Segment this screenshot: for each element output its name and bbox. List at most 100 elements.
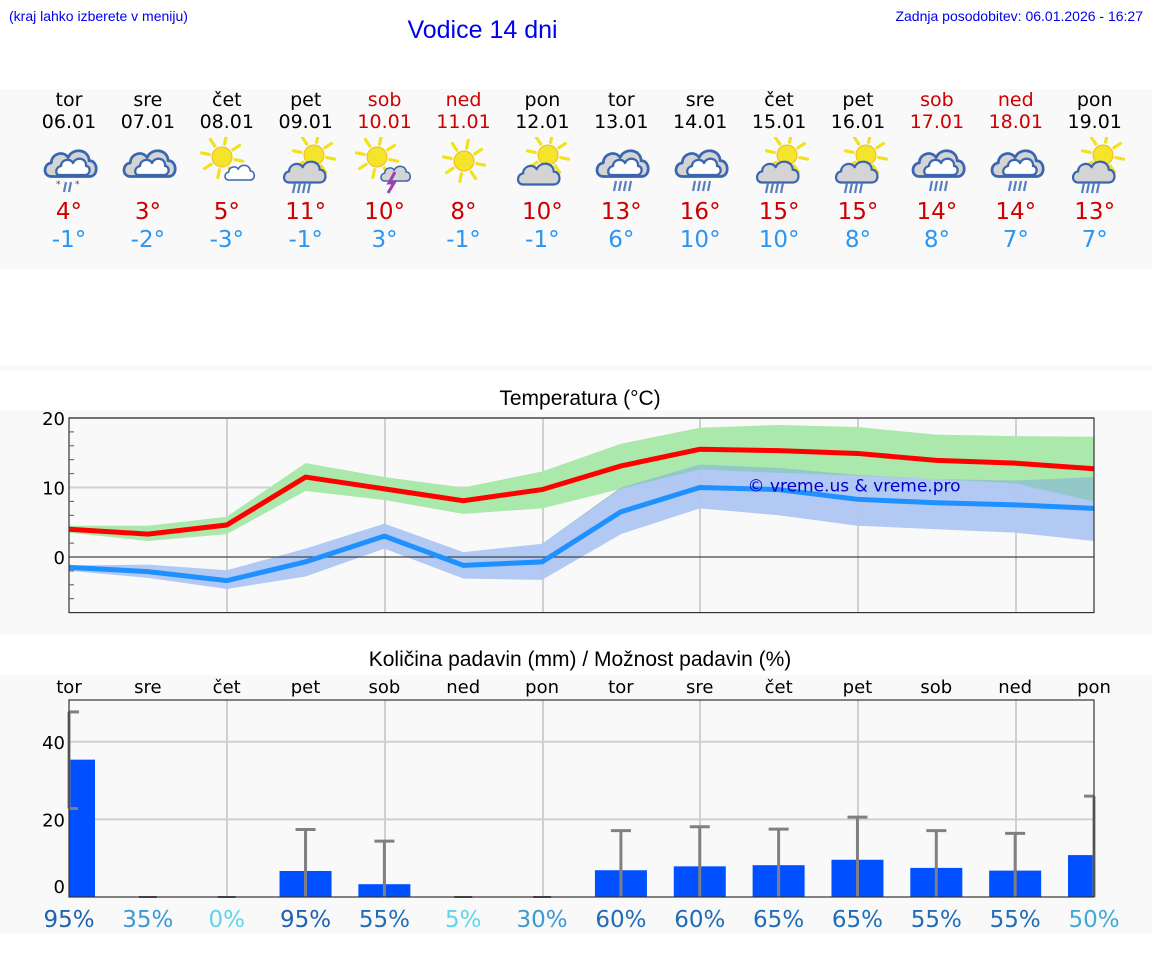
day-date: 12.01 <box>515 111 570 133</box>
svg-text:pon: pon <box>525 677 559 698</box>
min-temperature: 3° <box>371 227 398 253</box>
svg-text:pet: pet <box>843 677 873 698</box>
day-forecast: sre 07.01 3° -2° <box>108 89 187 254</box>
max-temperature: 13° <box>600 199 642 225</box>
day-name: pet <box>290 89 322 111</box>
day-date: 19.01 <box>1067 111 1122 133</box>
day-name: čet <box>764 89 794 111</box>
max-temperature: 10° <box>522 199 563 225</box>
day-date: 07.01 <box>120 111 176 133</box>
day-name: pon <box>1076 89 1113 111</box>
overcast-rain-icon <box>986 137 1046 195</box>
svg-text:60%: 60% <box>595 907 646 933</box>
max-temperature: 5° <box>213 199 240 225</box>
day-name: tor <box>55 89 83 111</box>
svg-text:35%: 35% <box>122 907 173 933</box>
max-temperature: 13° <box>1074 199 1116 225</box>
svg-text:55%: 55% <box>359 907 410 933</box>
day-date: 14.01 <box>672 111 728 133</box>
max-temperature: 15° <box>758 199 800 225</box>
min-temperature: 6° <box>608 227 635 253</box>
svg-text:pon: pon <box>1077 677 1111 698</box>
cloudy-rain-snow-icon: * * <box>39 137 99 195</box>
day-name: ned <box>997 89 1034 111</box>
min-temperature: -1° <box>525 227 560 253</box>
min-temperature: 10° <box>758 227 800 253</box>
max-temperature: 15° <box>837 199 879 225</box>
page-title: Vodice 14 dni <box>407 16 558 44</box>
day-forecast: tor 06.01 * * 4° -1° <box>30 89 109 254</box>
daily-forecast-strip: tor 06.01 * * 4° -1° sre 07.01 3° -2° čet 08.01 5° -3… <box>0 89 1152 269</box>
svg-text:sre: sre <box>134 677 161 698</box>
min-temperature: 10° <box>679 227 721 253</box>
sun-cloud-rain-icon <box>276 132 336 195</box>
day-name: ned <box>445 89 482 111</box>
max-temperature: 10° <box>364 199 405 225</box>
day-name: sre <box>133 89 163 111</box>
min-temperature: 7° <box>1002 227 1029 253</box>
svg-text:65%: 65% <box>832 907 883 933</box>
max-temperature: 8° <box>450 199 477 225</box>
last-update-timestamp: Zadnja posodobitev: 06.01.2026 - 16:27 <box>895 8 1143 24</box>
max-temperature: 3° <box>134 199 161 225</box>
day-date: 10.01 <box>357 111 412 133</box>
day-name: sre <box>685 89 715 111</box>
day-forecast: čet 08.01 5° -3° <box>187 89 266 254</box>
svg-text:30%: 30% <box>517 907 568 933</box>
min-temperature: -1° <box>446 227 481 253</box>
svg-text:0: 0 <box>54 548 65 569</box>
sun-cloud-rain-icon <box>749 132 810 195</box>
day-date: 08.01 <box>199 111 254 133</box>
day-date: 11.01 <box>436 111 491 133</box>
svg-text:tor: tor <box>608 677 634 698</box>
overcast-rain-icon <box>591 137 651 195</box>
svg-text:*: * <box>75 180 80 190</box>
svg-text:0%: 0% <box>208 907 245 933</box>
max-temperature: 16° <box>679 199 721 225</box>
svg-text:95%: 95% <box>280 907 331 933</box>
svg-text:ned: ned <box>998 677 1032 698</box>
day-forecast: sob 17.01 14° 8° <box>897 89 976 254</box>
max-temperature: 11° <box>285 199 327 225</box>
day-name: tor <box>607 89 635 111</box>
day-date: 15.01 <box>751 111 807 133</box>
sun-thunderstorm-icon <box>354 134 415 195</box>
min-temperature: 8° <box>923 227 950 253</box>
max-temperature: 14° <box>916 199 958 225</box>
day-forecast: čet 15.01 15° 10° <box>740 89 819 254</box>
sun-cloud-rain-icon <box>1065 132 1125 195</box>
sun-icon <box>434 137 494 195</box>
precipitation-chart-title: Količina padavin (mm) / Možnost padavin … <box>368 648 792 671</box>
max-temperature: 14° <box>995 199 1037 225</box>
overcast-rain-icon <box>670 137 730 195</box>
svg-text:55%: 55% <box>990 907 1041 933</box>
svg-text:sob: sob <box>368 677 400 698</box>
svg-text:20: 20 <box>42 409 65 430</box>
day-forecast: ned 11.01 8° -1° <box>424 89 503 254</box>
overcast-rain-icon <box>907 137 967 195</box>
sun-cloud-rain-icon <box>828 132 889 195</box>
svg-text:sre: sre <box>686 677 713 698</box>
day-date: 06.01 <box>41 111 97 133</box>
min-temperature: -2° <box>130 227 166 253</box>
temperature-chart-title: Temperatura (°C) <box>499 387 661 410</box>
min-temperature: -3° <box>209 227 245 253</box>
day-forecast: ned 18.01 14° 7° <box>976 89 1055 254</box>
day-name: sob <box>367 89 402 111</box>
day-name: čet <box>212 89 242 111</box>
day-forecast: tor 13.01 13° 6° <box>582 89 661 254</box>
min-temperature: 8° <box>844 227 872 253</box>
section-divider <box>0 365 1152 370</box>
day-date: 13.01 <box>594 111 649 133</box>
svg-text:65%: 65% <box>753 907 804 933</box>
max-temperature: 4° <box>55 199 83 225</box>
day-name: pon <box>524 89 561 111</box>
min-temperature: -1° <box>288 227 323 253</box>
day-date: 18.01 <box>988 111 1043 133</box>
svg-text:tor: tor <box>56 677 82 698</box>
overcast-icon <box>118 137 178 195</box>
svg-text:čet: čet <box>765 677 793 698</box>
svg-text:60%: 60% <box>674 907 725 933</box>
svg-text:*: * <box>56 180 61 190</box>
svg-text:40: 40 <box>42 733 65 754</box>
